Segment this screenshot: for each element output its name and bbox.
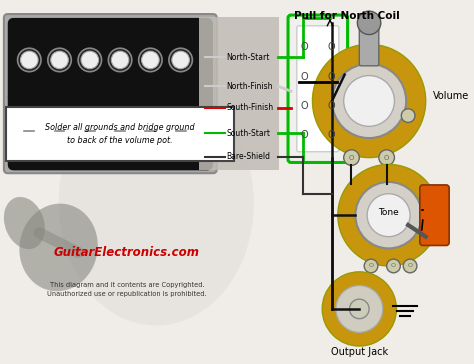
- Circle shape: [172, 51, 190, 69]
- Text: O: O: [327, 42, 335, 52]
- Circle shape: [364, 259, 378, 273]
- Circle shape: [173, 123, 189, 139]
- Text: O: O: [327, 101, 335, 111]
- Circle shape: [401, 109, 415, 122]
- Text: O: O: [384, 155, 389, 161]
- Circle shape: [48, 48, 71, 72]
- Circle shape: [344, 76, 394, 126]
- Circle shape: [143, 123, 158, 139]
- Text: O: O: [368, 264, 374, 269]
- Circle shape: [142, 51, 159, 69]
- Circle shape: [82, 123, 98, 139]
- Text: Volume: Volume: [433, 91, 469, 101]
- Circle shape: [52, 123, 67, 139]
- FancyBboxPatch shape: [9, 19, 212, 101]
- FancyBboxPatch shape: [9, 93, 212, 169]
- Circle shape: [336, 285, 383, 332]
- Text: O: O: [349, 155, 354, 161]
- Text: South-Start: South-Start: [227, 129, 271, 138]
- Circle shape: [169, 48, 192, 72]
- Ellipse shape: [19, 203, 98, 291]
- Circle shape: [51, 51, 68, 69]
- Text: O: O: [301, 72, 309, 82]
- FancyBboxPatch shape: [4, 14, 217, 173]
- FancyBboxPatch shape: [6, 107, 234, 162]
- Text: North-Start: North-Start: [227, 52, 270, 62]
- Text: North-Finish: North-Finish: [227, 82, 273, 91]
- Text: O: O: [391, 264, 396, 269]
- Circle shape: [367, 194, 410, 237]
- FancyBboxPatch shape: [288, 15, 347, 162]
- Text: Solder all grounds and bridge ground
to back of the volume pot.: Solder all grounds and bridge ground to …: [46, 123, 195, 145]
- Circle shape: [48, 119, 71, 143]
- Circle shape: [403, 259, 417, 273]
- Circle shape: [139, 119, 162, 143]
- Circle shape: [18, 48, 41, 72]
- Text: O: O: [408, 264, 412, 269]
- Text: Output Jack: Output Jack: [331, 347, 388, 357]
- Text: Seymour Duncan: Seymour Duncan: [67, 145, 147, 154]
- Text: GuitarElectronics.com: GuitarElectronics.com: [54, 246, 200, 259]
- Circle shape: [169, 119, 192, 143]
- Circle shape: [112, 123, 128, 139]
- FancyBboxPatch shape: [359, 23, 379, 66]
- Text: South-Finish: South-Finish: [227, 103, 273, 112]
- Ellipse shape: [4, 197, 45, 249]
- Circle shape: [18, 119, 41, 143]
- Circle shape: [20, 51, 38, 69]
- Circle shape: [379, 150, 394, 165]
- Text: O: O: [301, 101, 309, 111]
- Text: Pull for North Coil: Pull for North Coil: [294, 11, 400, 21]
- FancyBboxPatch shape: [199, 17, 279, 170]
- Text: Tone: Tone: [378, 208, 399, 217]
- Circle shape: [387, 259, 401, 273]
- Text: O: O: [327, 72, 335, 82]
- Circle shape: [81, 51, 99, 69]
- Circle shape: [111, 51, 129, 69]
- Circle shape: [344, 150, 359, 165]
- Text: O: O: [301, 42, 309, 52]
- Text: This diagram and it contents are Copyrighted.
Unauthorized use or republication : This diagram and it contents are Copyrig…: [47, 282, 207, 297]
- Text: O: O: [301, 130, 309, 140]
- Text: Bare-Shield: Bare-Shield: [227, 152, 271, 161]
- Circle shape: [357, 11, 381, 35]
- FancyBboxPatch shape: [420, 185, 449, 245]
- Circle shape: [78, 119, 101, 143]
- Text: O: O: [327, 130, 335, 140]
- Circle shape: [332, 64, 406, 138]
- Circle shape: [349, 299, 369, 319]
- FancyBboxPatch shape: [297, 26, 339, 152]
- Circle shape: [356, 182, 422, 248]
- Circle shape: [109, 48, 132, 72]
- Circle shape: [21, 123, 37, 139]
- Circle shape: [139, 48, 162, 72]
- Ellipse shape: [59, 82, 254, 325]
- Circle shape: [109, 119, 132, 143]
- Circle shape: [78, 48, 101, 72]
